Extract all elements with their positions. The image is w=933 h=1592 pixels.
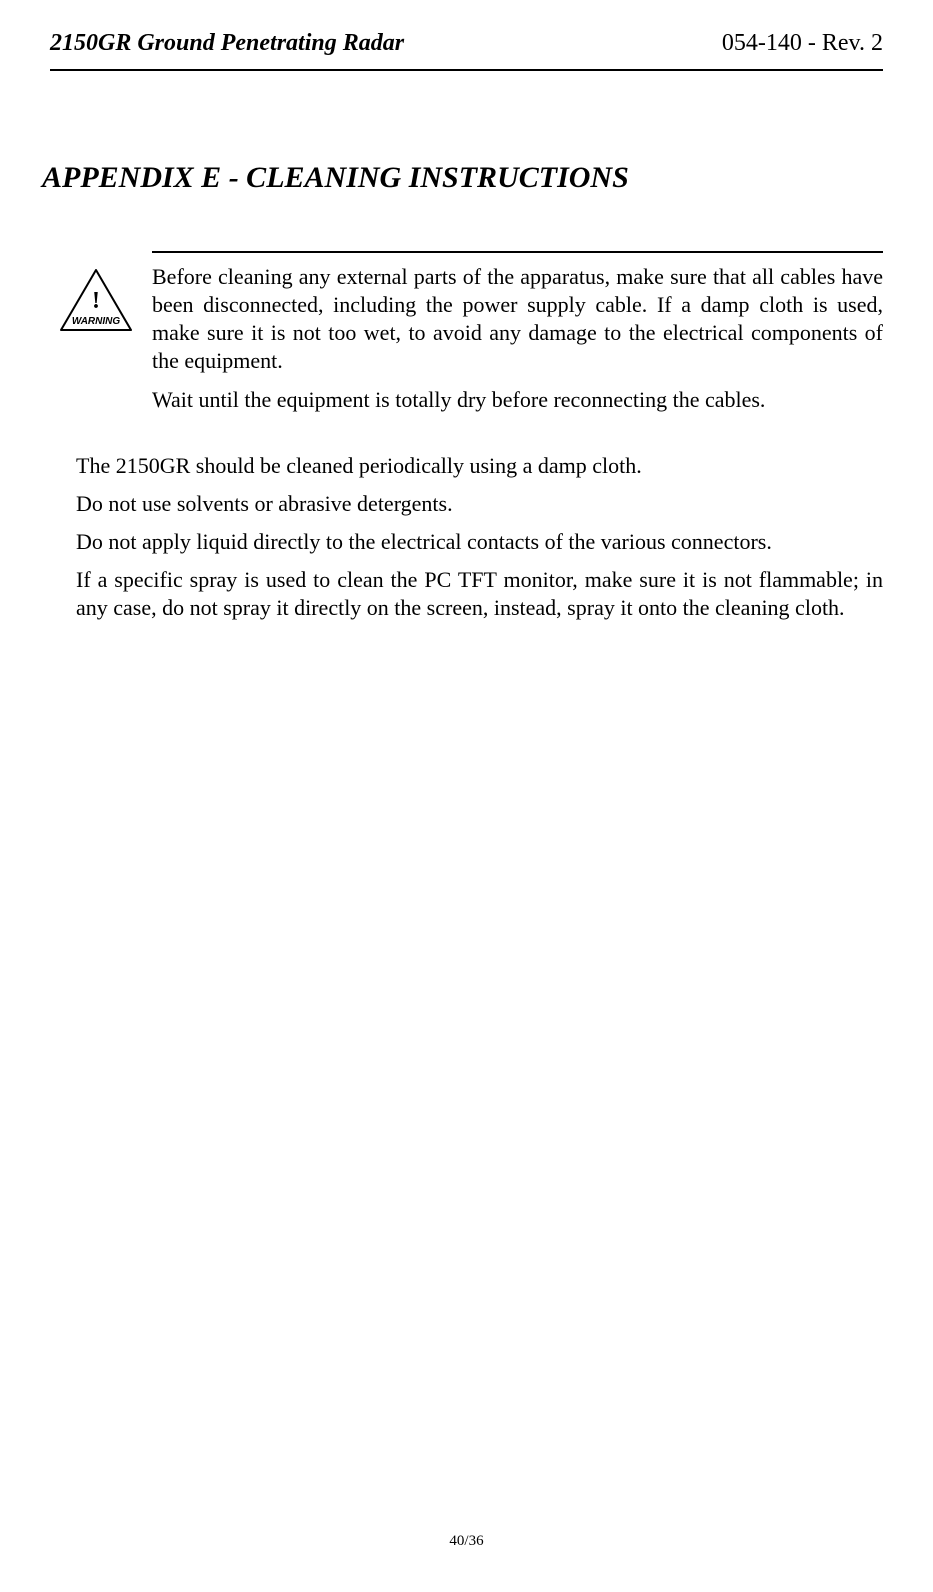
warning-triangle-icon: ! WARNING <box>58 267 134 333</box>
warning-rule <box>152 251 883 253</box>
warning-paragraph-2: Wait until the equipment is totally dry … <box>152 386 883 414</box>
page-number: 40/36 <box>0 1533 933 1550</box>
header-title-left: 2150GR Ground Penetrating Radar <box>50 30 404 57</box>
body-paragraph-3: Do not apply liquid directly to the elec… <box>76 528 883 556</box>
warning-block: ! WARNING Before cleaning any external p… <box>58 251 883 424</box>
body-paragraph-1: The 2150GR should be cleaned periodicall… <box>76 452 883 480</box>
body-paragraph-2: Do not use solvents or abrasive detergen… <box>76 490 883 518</box>
warning-text-column: Before cleaning any external parts of th… <box>146 251 883 424</box>
warning-icon-column: ! WARNING <box>58 251 146 333</box>
body-paragraph-4: If a specific spray is used to clean the… <box>76 566 883 622</box>
warning-label: WARNING <box>72 316 121 327</box>
page-header: 2150GR Ground Penetrating Radar 054-140 … <box>50 30 883 57</box>
warning-paragraph-1: Before cleaning any external parts of th… <box>152 263 883 376</box>
appendix-title: APPENDIX E - CLEANING INSTRUCTIONS <box>42 161 883 195</box>
header-doc-rev: 054-140 - Rev. 2 <box>722 30 883 57</box>
header-rule <box>50 69 883 71</box>
warning-exclaim: ! <box>92 288 100 314</box>
body-text: The 2150GR should be cleaned periodicall… <box>76 452 883 623</box>
